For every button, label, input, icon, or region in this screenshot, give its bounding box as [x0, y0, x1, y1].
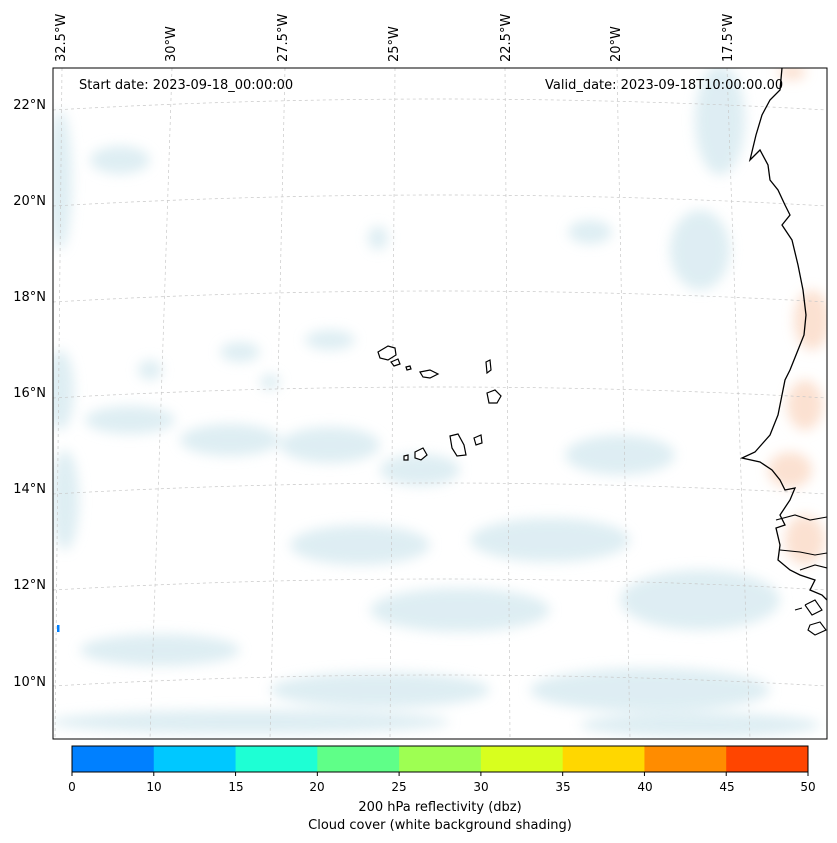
map-frame	[52, 67, 828, 740]
africa-coastline	[739, 68, 827, 601]
colorbar-tick: 50	[800, 780, 816, 794]
colorbar-segment	[726, 746, 809, 772]
colorbar-segment	[72, 746, 155, 772]
lon-label-20w: 20°W	[609, 26, 624, 62]
colorbar-border	[71, 745, 809, 773]
island-santa-luzia	[405, 365, 412, 371]
colorbar-tick: 35	[555, 780, 571, 794]
lon-label-30w: 30°W	[164, 26, 179, 62]
colorbar-segment	[317, 746, 400, 772]
colorbar-tick: 20	[309, 780, 325, 794]
colorbar-tick: 40	[637, 780, 653, 794]
lat-label-16n: 16°N	[13, 386, 46, 401]
colorbar-segment	[480, 746, 564, 772]
island-brava	[403, 454, 409, 461]
colorbar-segment	[153, 746, 237, 772]
colorbar	[71, 745, 809, 776]
lat-label-14n: 14°N	[13, 482, 46, 497]
land-reflectivity-shading	[768, 68, 827, 565]
lat-label-12n: 12°N	[13, 578, 46, 593]
lat-label-22n: 22°N	[13, 98, 46, 113]
colorbar-label-reflectivity: 200 hPa reflectivity (dbz)	[358, 800, 522, 815]
colorbar-segment	[235, 746, 318, 772]
colorbar-segment	[644, 746, 727, 772]
island-santo-antao	[377, 345, 397, 361]
colorbar-tick: 15	[228, 780, 244, 794]
lon-label-25w: 25°W	[387, 26, 402, 62]
lon-label-17-5w: 17.5°W	[721, 13, 736, 62]
start-date-label: Start date: 2023-09-18_00:00:00	[79, 78, 294, 93]
coast-detail	[775, 514, 827, 636]
colorbar-segment	[399, 746, 482, 772]
valid-date-label: Valid_date: 2023-09-18T10:00:00.00	[545, 78, 784, 93]
lon-label-27-5w: 27.5°W	[276, 13, 291, 62]
reflectivity-blip	[57, 625, 60, 632]
cape-verde-islands	[377, 345, 502, 461]
lat-label-18n: 18°N	[13, 290, 46, 305]
graticule	[53, 68, 827, 739]
lat-label-20n: 20°N	[13, 194, 46, 209]
island-boa-vista	[486, 389, 502, 404]
lon-label-22-5w: 22.5°W	[499, 13, 514, 62]
colorbar-tick: 0	[68, 780, 76, 794]
colorbar-tick: 30	[473, 780, 489, 794]
lon-label-32-5w: 32.5°W	[54, 13, 69, 62]
colorbar-tick: 45	[719, 780, 735, 794]
colorbar-tick: 25	[391, 780, 407, 794]
island-santiago	[449, 433, 467, 457]
island-sao-nicolau	[419, 369, 440, 379]
cloud-cover-shading	[53, 68, 820, 737]
colorbar-segment	[562, 746, 645, 772]
colorbar-tick: 10	[146, 780, 162, 794]
island-fogo	[414, 447, 428, 461]
lat-label-10n: 10°N	[13, 675, 46, 690]
island-sal	[485, 359, 492, 375]
island-maio	[473, 434, 483, 446]
island-sao-vicente	[390, 358, 401, 367]
colorbar-label-cloud: Cloud cover (white background shading)	[308, 818, 572, 833]
